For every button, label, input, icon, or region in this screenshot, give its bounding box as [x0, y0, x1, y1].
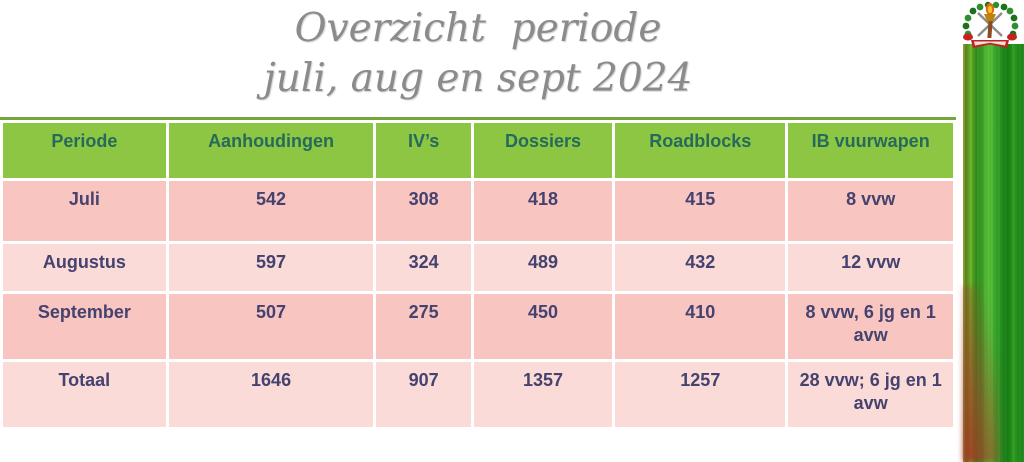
table-row-augustus: Augustus 597 324 489 432 12 vvw — [3, 244, 953, 291]
row-label: Totaal — [3, 362, 166, 427]
decorative-stripe — [963, 44, 1024, 462]
cell-ib-vuurwapen: 8 vvw, 6 jg en 1 avw — [788, 294, 953, 359]
row-label: September — [3, 294, 166, 359]
cell-dossiers: 450 — [473, 294, 613, 359]
cell-ib-vuurwapen: 28 vvw; 6 jg en 1 avw — [788, 362, 953, 427]
cell-aanhoudingen: 597 — [168, 244, 374, 291]
cell-aanhoudingen: 1646 — [168, 362, 374, 427]
cell-aanhoudingen: 542 — [168, 181, 374, 241]
cell-roadblocks: 415 — [615, 181, 786, 241]
title-line-1: Overzicht periode — [294, 6, 662, 51]
header-cell-1: Aanhoudingen — [168, 123, 374, 178]
slide-title: Overzicht periode juli, aug en sept 2024 — [0, 4, 956, 104]
header-cell-4: Roadblocks — [615, 123, 786, 178]
cell-iv-s: 275 — [376, 294, 471, 359]
table-header-row: Periode Aanhoudingen IV’s Dossiers Roadblock… — [3, 123, 953, 178]
cell-ib-vuurwapen: 8 vvw — [788, 181, 953, 241]
cell-iv-s: 907 — [376, 362, 471, 427]
cell-aanhoudingen: 507 — [168, 294, 374, 359]
cell-roadblocks: 432 — [615, 244, 786, 291]
table-row-totaal: Totaal 1646 907 1357 1257 28 vvw; 6 jg en 1 a… — [3, 362, 953, 427]
header-cell-3: Dossiers — [473, 123, 613, 178]
title-line-2: juli, aug en sept 2024 — [263, 55, 693, 101]
row-label: Augustus — [3, 244, 166, 291]
cell-roadblocks: 1257 — [615, 362, 786, 427]
table-row-juli: Juli 542 308 418 415 8 vvw — [3, 181, 953, 241]
cell-iv-s: 308 — [376, 181, 471, 241]
cell-dossiers: 418 — [473, 181, 613, 241]
header-cell-5: IB vuurwapen — [788, 123, 953, 178]
cell-ib-vuurwapen: 12 vvw — [788, 244, 953, 291]
cell-dossiers: 489 — [473, 244, 613, 291]
cell-iv-s: 324 — [376, 244, 471, 291]
table-top-border — [0, 117, 956, 120]
police-crest-logo — [957, 0, 1023, 52]
table-row-september: September 507 275 450 410 8 vvw, 6 jg en 1 av… — [3, 294, 953, 359]
police-crest-icon — [962, 1, 1019, 48]
row-label: Juli — [3, 181, 166, 241]
cell-dossiers: 1357 — [473, 362, 613, 427]
stats-table: Periode Aanhoudingen IV’s Dossiers Roadblock… — [0, 120, 956, 430]
header-cell-0: Periode — [3, 123, 166, 178]
stats-table-area: Periode Aanhoudingen IV’s Dossiers Roadblock… — [0, 117, 956, 430]
header-cell-2: IV’s — [376, 123, 471, 178]
cell-roadblocks: 410 — [615, 294, 786, 359]
